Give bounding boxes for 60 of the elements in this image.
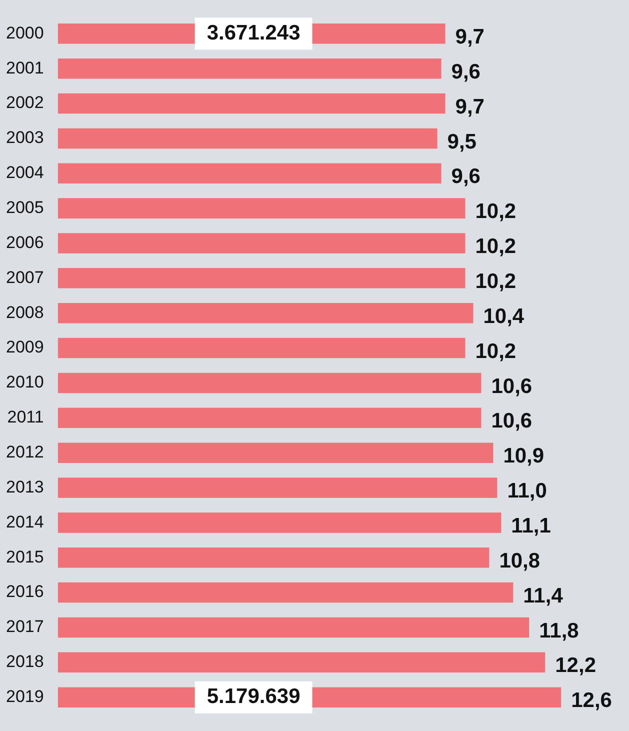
y-tick-label: 2007 bbox=[6, 268, 44, 287]
annotation: 5.179.639 bbox=[206, 685, 300, 708]
y-tick-label: 2010 bbox=[6, 372, 44, 392]
data-label: 9,6 bbox=[451, 165, 480, 188]
bar bbox=[58, 442, 494, 463]
data-label: 12,6 bbox=[571, 689, 612, 712]
data-label: 10,2 bbox=[475, 340, 516, 363]
bar bbox=[58, 233, 466, 254]
data-label: 10,4 bbox=[483, 304, 524, 328]
y-tick-label: 2019 bbox=[6, 687, 44, 706]
y-tick-label: 2006 bbox=[6, 232, 44, 252]
y-tick-label: 2004 bbox=[6, 163, 44, 182]
y-tick-label: 2016 bbox=[6, 582, 44, 602]
data-label: 11,8 bbox=[539, 619, 580, 642]
y-tick-label: 2018 bbox=[6, 652, 44, 672]
y-tick-label: 2015 bbox=[6, 547, 44, 566]
bar bbox=[58, 338, 466, 358]
data-label: 10,2 bbox=[475, 270, 516, 293]
y-tick-label: 2001 bbox=[6, 58, 44, 78]
y-tick-label: 2017 bbox=[6, 617, 44, 636]
bar bbox=[58, 163, 442, 184]
y-tick-label: 2012 bbox=[6, 442, 44, 462]
annotation: 3.671.243 bbox=[206, 21, 300, 44]
data-label: 9,7 bbox=[455, 95, 484, 118]
data-label: 12,2 bbox=[555, 654, 596, 678]
data-label: 9,7 bbox=[455, 25, 484, 48]
y-tick-label: 2009 bbox=[6, 338, 44, 357]
bar bbox=[58, 372, 482, 394]
data-label: 10,2 bbox=[475, 200, 516, 224]
data-label: 11,0 bbox=[507, 480, 547, 503]
data-label: 11,4 bbox=[523, 584, 564, 608]
y-tick-label: 2002 bbox=[6, 93, 44, 112]
y-tick-label: 2000 bbox=[6, 23, 44, 42]
bar bbox=[58, 128, 438, 149]
bar bbox=[58, 652, 546, 673]
data-label: 10,6 bbox=[491, 374, 532, 398]
bar bbox=[58, 478, 498, 498]
data-label: 9,6 bbox=[451, 60, 480, 84]
data-label: 10,2 bbox=[475, 235, 516, 258]
bar bbox=[58, 268, 466, 288]
data-label: 10,8 bbox=[499, 549, 540, 572]
y-tick-label: 2011 bbox=[7, 408, 44, 427]
bar bbox=[58, 582, 514, 603]
data-label: 10,9 bbox=[503, 444, 544, 468]
y-tick-label: 2008 bbox=[6, 302, 44, 322]
bar bbox=[58, 408, 482, 428]
bar bbox=[58, 302, 474, 324]
y-tick-label: 2003 bbox=[6, 128, 44, 148]
bar bbox=[58, 512, 502, 533]
data-label: 9,5 bbox=[447, 130, 477, 154]
bar bbox=[58, 58, 442, 79]
bar bbox=[58, 93, 446, 114]
bar bbox=[58, 547, 490, 568]
data-label: 11,1 bbox=[511, 514, 552, 538]
y-tick-label: 2013 bbox=[6, 477, 44, 496]
y-tick-label: 2005 bbox=[6, 198, 44, 218]
data-label: 10,6 bbox=[491, 410, 532, 433]
bar bbox=[58, 198, 466, 218]
bar bbox=[58, 617, 530, 638]
y-tick-label: 2014 bbox=[6, 512, 44, 532]
